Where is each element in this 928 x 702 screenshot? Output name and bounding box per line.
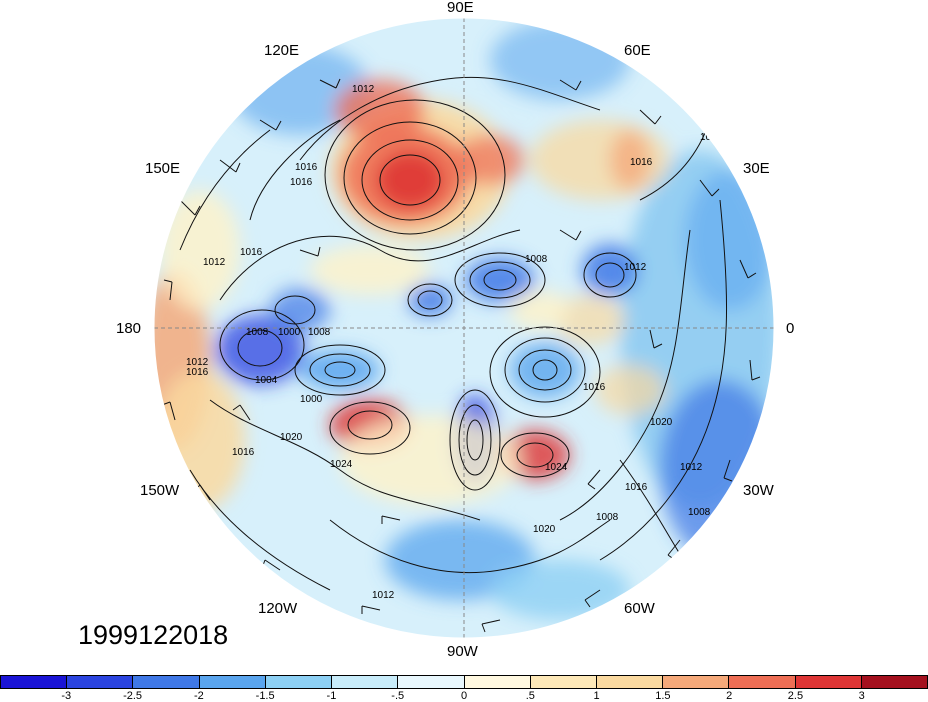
colorbar bbox=[0, 675, 928, 689]
contour-label: 1020 bbox=[280, 432, 303, 443]
lon-label-120w: 120W bbox=[258, 600, 298, 617]
colorbar-cell bbox=[729, 676, 796, 688]
contour-label: 1016 bbox=[630, 157, 653, 168]
lon-label-90e: 90E bbox=[447, 0, 474, 16]
contour-label: 1004 bbox=[255, 375, 278, 386]
contour-label: 1012 bbox=[680, 462, 703, 473]
anomaly-field: 1012 1016 1012 1016 1008 1000 1008 1004 … bbox=[154, 18, 774, 638]
contour-label: 1016 bbox=[583, 382, 606, 393]
colorbar-cell bbox=[133, 676, 200, 688]
colorbar-cell bbox=[530, 676, 597, 688]
contour-label: 1012 bbox=[186, 357, 209, 368]
colorbar-tick-label: 1 bbox=[593, 690, 600, 702]
colorbar-cell bbox=[332, 676, 399, 688]
contour-label: 1012 bbox=[624, 262, 647, 273]
colorbar-tick-label: -1 bbox=[326, 690, 337, 702]
contour-label: 1012 bbox=[203, 257, 226, 268]
contour-label: 1008 bbox=[525, 254, 548, 265]
lon-label-120e: 120E bbox=[264, 42, 300, 59]
lon-label-0: 0 bbox=[786, 320, 795, 337]
colorbar-tick-label: 0 bbox=[460, 690, 468, 702]
contour-label: 1008 bbox=[688, 507, 711, 518]
lon-label-60e: 60E bbox=[624, 42, 651, 59]
graticule bbox=[154, 18, 774, 638]
contour-label: 1016 bbox=[232, 447, 255, 458]
colorbar-tick-label: -.5 bbox=[391, 690, 405, 702]
colorbar-cell bbox=[464, 676, 531, 688]
contour-label: 1016 bbox=[186, 367, 209, 378]
colorbar-cell bbox=[663, 676, 730, 688]
contour-label: 1024 bbox=[330, 459, 353, 470]
pressure-contours bbox=[179, 76, 728, 591]
colorbar-cell bbox=[795, 676, 862, 688]
colorbar-cell bbox=[199, 676, 266, 688]
contour-label: 1016 bbox=[625, 482, 648, 493]
colorbar-tick-label: 1.5 bbox=[655, 690, 671, 702]
colorbar-cell bbox=[398, 676, 465, 688]
contour-label: 1016 bbox=[295, 162, 318, 173]
lon-label-30w: 30W bbox=[743, 482, 774, 499]
contour-label: 1000 bbox=[300, 394, 323, 405]
colorbar-tick-label: .5 bbox=[525, 690, 535, 702]
contour-label: 1020 bbox=[650, 417, 673, 428]
contour-label: 1008 bbox=[246, 327, 269, 338]
colorbar-cell bbox=[1, 676, 68, 688]
contour-label: 1016 bbox=[240, 247, 263, 258]
lon-label-180: 180 bbox=[116, 320, 142, 337]
contour-label: 1024 bbox=[545, 462, 568, 473]
colorbar-cell bbox=[861, 676, 928, 688]
contour-label: 1020 bbox=[533, 524, 556, 535]
colorbar-tick-label: -2.5 bbox=[123, 690, 143, 702]
colorbar-tick-label: -2 bbox=[193, 690, 204, 702]
lon-label-30e: 30E bbox=[743, 160, 770, 177]
wind-barbs bbox=[161, 78, 761, 633]
colorbar-tick-label: -3 bbox=[61, 690, 72, 702]
lon-label-150w: 150W bbox=[140, 482, 180, 499]
contour-label: 1012 bbox=[352, 84, 375, 95]
lon-label-90w: 90W bbox=[447, 643, 478, 660]
contour-labels: 1012 1016 1012 1016 1008 1000 1008 1004 … bbox=[186, 84, 723, 601]
lon-label-150e: 150E bbox=[145, 160, 181, 177]
colorbar-tick-label: 2 bbox=[726, 690, 733, 702]
lon-label-60w: 60W bbox=[624, 600, 655, 617]
colorbar-tick-label: 3 bbox=[858, 690, 865, 702]
colorbar-cell bbox=[596, 676, 664, 688]
contour-label: 1000 bbox=[278, 327, 301, 338]
colorbar-cell bbox=[67, 676, 134, 688]
map-border bbox=[153, 17, 775, 639]
contour-label: 1008 bbox=[308, 327, 331, 338]
colorbar-tick-label: -1.5 bbox=[255, 690, 275, 702]
contour-label: 1016 bbox=[290, 177, 313, 188]
colorbar-cell bbox=[265, 676, 333, 688]
date-label: 1999122018 bbox=[78, 620, 229, 650]
contour-label: 1012 bbox=[372, 590, 395, 601]
colorbar-tick-label: 2.5 bbox=[787, 690, 804, 702]
contour-label: 1008 bbox=[596, 512, 619, 523]
